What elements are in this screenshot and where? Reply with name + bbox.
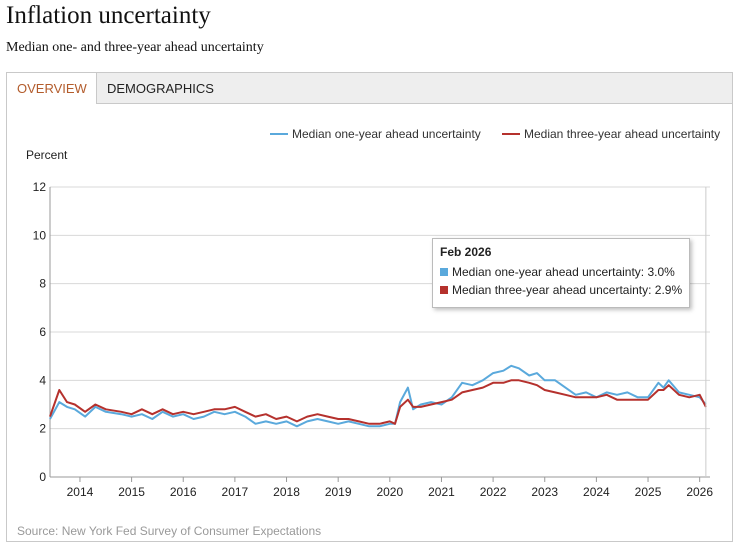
x-tick-2015: 2015	[118, 485, 145, 499]
tooltip: Feb 2026 Median one-year ahead uncertain…	[432, 238, 690, 308]
series-line-three-year[interactable]	[49, 379, 707, 425]
chart-panel: OVERVIEW DEMOGRAPHICS Source: New York F…	[6, 72, 733, 542]
x-tick-2016: 2016	[170, 485, 197, 499]
page-title: Inflation uncertainty	[6, 2, 211, 29]
x-tick-2020: 2020	[376, 485, 403, 499]
tooltip-row-one-year: Median one-year ahead uncertainty: 3.0%	[440, 265, 682, 279]
y-tick-10: 10	[33, 228, 47, 242]
tooltip-label-three-year: Median three-year ahead uncertainty: 2.9…	[452, 283, 683, 297]
y-tick-2: 2	[39, 422, 46, 436]
y-tick-6: 6	[39, 325, 46, 339]
x-tick-2018: 2018	[273, 485, 300, 499]
legend-label-three-year[interactable]: Median three-year ahead uncertainty	[524, 127, 720, 141]
y-axis-title: Percent	[26, 148, 68, 162]
x-tick-2023: 2023	[531, 485, 558, 499]
source-note: Source: New York Fed Survey of Consumer …	[17, 524, 322, 538]
tab-bar: OVERVIEW DEMOGRAPHICS	[7, 73, 732, 104]
tooltip-label-one-year: Median one-year ahead uncertainty: 3.0%	[452, 265, 675, 279]
tab-overview[interactable]: OVERVIEW	[7, 73, 97, 104]
tab-demographics[interactable]: DEMOGRAPHICS	[107, 81, 214, 96]
legend-label-one-year[interactable]: Median one-year ahead uncertainty	[292, 127, 481, 141]
x-tick-2026: 2026	[686, 485, 713, 499]
y-tick-4: 4	[39, 373, 46, 387]
x-tick-2025: 2025	[635, 485, 662, 499]
x-tick-2022: 2022	[480, 485, 507, 499]
x-tick-2014: 2014	[67, 485, 94, 499]
tooltip-row-three-year: Median three-year ahead uncertainty: 2.9…	[440, 283, 682, 297]
x-tick-2019: 2019	[325, 485, 352, 499]
x-tick-2021: 2021	[428, 485, 455, 499]
x-tick-2017: 2017	[222, 485, 249, 499]
tooltip-title: Feb 2026	[440, 245, 492, 259]
y-tick-0: 0	[39, 470, 46, 484]
tooltip-swatch-three-year	[440, 286, 448, 294]
x-tick-2024: 2024	[583, 485, 610, 499]
y-tick-8: 8	[39, 277, 46, 291]
y-tick-12: 12	[33, 180, 47, 194]
page-subtitle: Median one- and three-year ahead uncerta…	[6, 40, 264, 55]
tooltip-swatch-one-year	[440, 268, 448, 276]
